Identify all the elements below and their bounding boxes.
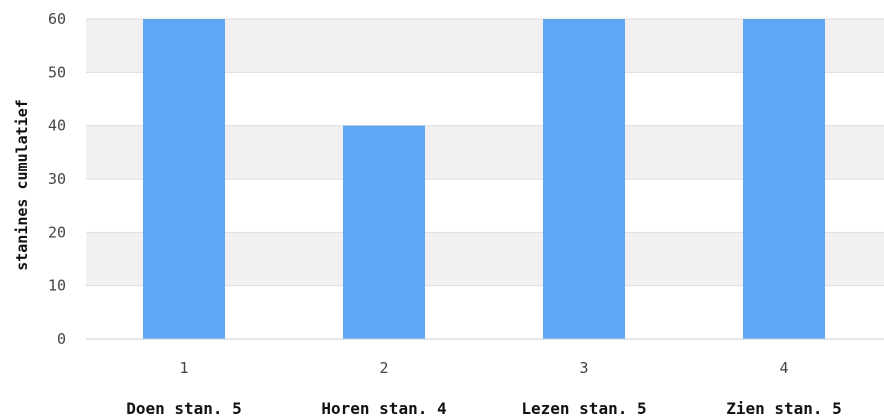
bar — [143, 19, 225, 339]
x-tick-label: 4 — [779, 359, 788, 377]
category-names: Doen stan. 5 Horen stan. 4 Lezen stan. 5 Zi… — [126, 399, 842, 418]
y-tick-label: 40 — [48, 117, 66, 135]
x-tick-label: 1 — [179, 359, 188, 377]
category-name-label: Zien stan. 5 — [726, 399, 842, 418]
bar — [343, 125, 425, 340]
y-tick-label: 10 — [48, 277, 66, 295]
y-axis-title: stanines cumulatief — [13, 99, 31, 271]
x-tick-label: 3 — [579, 359, 588, 377]
category-name-label: Horen stan. 4 — [321, 399, 446, 418]
y-tick-label: 30 — [48, 170, 66, 188]
bars — [143, 19, 825, 340]
bar — [743, 19, 825, 339]
category-name-label: Lezen stan. 5 — [521, 399, 646, 418]
y-tick-label: 60 — [48, 10, 66, 28]
bar — [543, 19, 625, 339]
category-name-label: Doen stan. 5 — [126, 399, 242, 418]
y-axis-ticks: 0 10 20 30 40 50 60 — [48, 10, 66, 348]
x-tick-label: 2 — [379, 359, 388, 377]
y-tick-label: 0 — [57, 330, 66, 348]
x-axis-ticks: 1 2 3 4 — [179, 359, 788, 377]
y-tick-label: 50 — [48, 63, 66, 81]
y-tick-label: 20 — [48, 223, 66, 241]
